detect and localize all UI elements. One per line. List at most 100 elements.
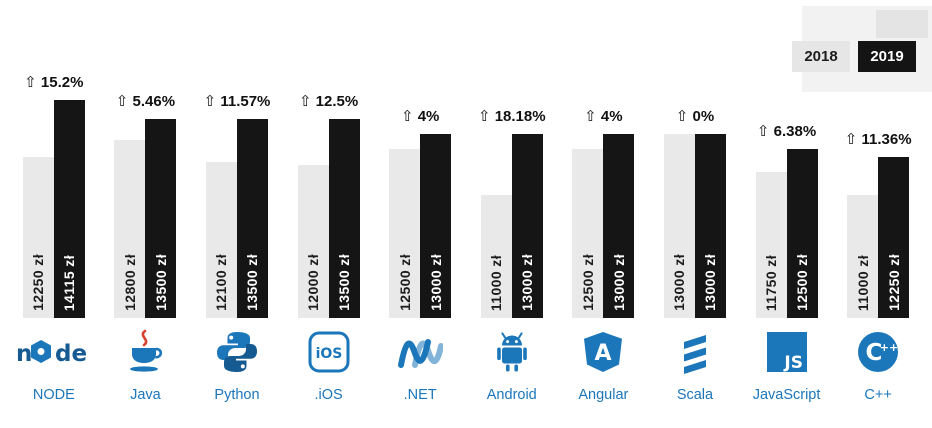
background-watermark-corner: [876, 10, 928, 38]
bar-2019: 14115 zł: [53, 100, 85, 318]
legend-2019: 2019: [858, 41, 916, 72]
bar-value-label: 12500 zł: [396, 254, 413, 311]
angular-logo-icon: A: [581, 328, 625, 376]
bar-2019: 13500 zł: [328, 119, 360, 318]
up-arrow-icon: ⇧: [298, 93, 312, 110]
tech-logo-row: n de NODE Java Python iOS .iOS .NET Android A Angu…: [8, 328, 924, 403]
dotnet-logo-icon: [397, 328, 444, 376]
tech-item: iOS .iOS: [283, 328, 375, 403]
tech-item: A Angular: [558, 328, 650, 403]
bar-2018: 12100 zł: [205, 162, 237, 318]
bar-2018: 11750 zł: [755, 172, 787, 318]
svg-text:A: A: [595, 341, 612, 366]
python-logo-icon: [215, 328, 259, 376]
chart-group: ⇧ 18.18% 11000 zł 13000 zł: [466, 98, 558, 318]
chart-group: ⇧ 12.5% 12000 zł 13500 zł: [283, 93, 375, 318]
bar-value-label: 13000 zł: [427, 254, 444, 311]
tech-name-label: NODE: [32, 387, 75, 403]
tech-name-label: Scala: [676, 387, 714, 403]
bar-2019: 13500 zł: [145, 119, 177, 318]
tech-name-label: Angular: [578, 387, 629, 403]
bar-value-label: 13000 zł: [702, 254, 719, 311]
chart-group: ⇧ 4% 12500 zł 13000 zł: [558, 98, 650, 318]
bar-value-label: 12500 zł: [794, 254, 811, 311]
bar-2018: 12800 zł: [114, 140, 146, 318]
bar-2018: 13000 zł: [663, 134, 695, 318]
bar-2018: 12500 zł: [572, 149, 604, 318]
ios-logo-icon: iOS: [307, 328, 351, 376]
percent-change-label: ⇧ 11.57%: [203, 93, 271, 110]
svg-text:++: ++: [880, 341, 898, 354]
bar-value-label: 13000 zł: [519, 254, 536, 311]
up-arrow-icon: ⇧: [675, 108, 689, 125]
android-logo-icon: [490, 328, 534, 376]
up-arrow-icon: ⇧: [477, 108, 491, 125]
bar-pair: 12800 zł 13500 zł: [114, 119, 177, 318]
bar-value-label: 13000 zł: [610, 254, 627, 311]
legend-2018: 2018: [792, 41, 850, 72]
bar-value-label: 11000 zł: [854, 254, 871, 311]
svg-text:JS: JS: [783, 353, 803, 373]
bar-value-label: 12500 zł: [579, 254, 596, 311]
chart-group: ⇧ 4% 12500 zł 13000 zł: [374, 98, 466, 318]
chart-group: ⇧ 0% 13000 zł 13000 zł: [649, 98, 741, 318]
tech-name-label: .NET: [403, 387, 437, 403]
svg-text:n: n: [16, 341, 32, 367]
legend: 2018 2019: [792, 41, 916, 72]
up-arrow-icon: ⇧: [756, 123, 770, 140]
bar-2019: 12500 zł: [786, 149, 818, 318]
scala-logo-icon: [677, 328, 713, 376]
tech-item: C ++ C++: [832, 328, 924, 403]
bar-pair: 11000 zł 12250 zł: [847, 157, 910, 318]
bar-2018: 12500 zł: [389, 149, 421, 318]
bar-2019: 13500 zł: [236, 119, 268, 318]
chart-group: ⇧ 6.38% 11750 zł 12500 zł: [741, 98, 833, 318]
percent-change-label: ⇧ 4%: [584, 108, 623, 125]
tech-name-label: JavaScript: [752, 387, 821, 403]
javascript-logo-icon: JS: [765, 328, 809, 376]
svg-text:C: C: [866, 340, 883, 366]
tech-item: n de NODE: [8, 328, 100, 403]
up-arrow-icon: ⇧: [203, 93, 217, 110]
chart-group: ⇧ 11.57% 12100 zł 13500 zł: [191, 93, 283, 318]
chart-group: ⇧ 15.2% 12250 zł 14115 zł: [8, 74, 100, 318]
bar-value-label: 13500 zł: [336, 254, 353, 311]
bar-pair: 11000 zł 13000 zł: [480, 134, 543, 318]
up-arrow-icon: ⇧: [115, 93, 129, 110]
percent-change-label: ⇧ 5.46%: [115, 93, 176, 110]
bar-pair: 12500 zł 13000 zł: [572, 134, 635, 318]
tech-name-label: C++: [864, 387, 892, 403]
svg-text:iOS: iOS: [315, 346, 342, 362]
bar-pair: 11750 zł 12500 zł: [755, 149, 818, 318]
bar-2019: 13000 zł: [603, 134, 635, 318]
bar-2018: 11000 zł: [480, 195, 512, 318]
svg-text:de: de: [55, 341, 87, 367]
tech-item: Scala: [649, 328, 741, 403]
up-arrow-icon: ⇧: [400, 108, 414, 125]
bar-pair: 13000 zł 13000 zł: [663, 134, 726, 318]
up-arrow-icon: ⇧: [844, 131, 858, 148]
bar-value-label: 12800 zł: [121, 254, 138, 311]
java-logo-icon: [126, 328, 164, 376]
percent-change-label: ⇧ 0%: [675, 108, 715, 125]
percent-change-label: ⇧ 4%: [400, 108, 440, 125]
node-logo-icon: n de: [16, 328, 92, 376]
up-arrow-icon: ⇧: [24, 74, 37, 91]
bar-pair: 12000 zł 13500 zł: [297, 119, 360, 318]
bar-groups: ⇧ 15.2% 12250 zł 14115 zł ⇧ 5.46% 12800 zł 13…: [8, 74, 924, 318]
tech-item: .NET: [374, 328, 466, 403]
bar-value-label: 11750 zł: [763, 254, 780, 311]
bar-value-label: 11000 zł: [488, 254, 505, 311]
percent-change-label: ⇧ 12.5%: [298, 93, 359, 110]
bar-2019: 13000 zł: [694, 134, 726, 318]
tech-name-label: Python: [214, 387, 260, 403]
bar-pair: 12500 zł 13000 zł: [389, 134, 452, 318]
bar-2019: 12250 zł: [878, 157, 910, 318]
percent-change-label: ⇧ 15.2%: [24, 74, 84, 91]
bar-value-label: 12000 zł: [305, 254, 322, 311]
tech-item: JS JavaScript: [741, 328, 833, 403]
percent-change-label: ⇧ 6.38%: [756, 123, 817, 140]
bar-value-label: 12250 zł: [30, 254, 47, 311]
tech-name-label: Java: [130, 387, 161, 403]
